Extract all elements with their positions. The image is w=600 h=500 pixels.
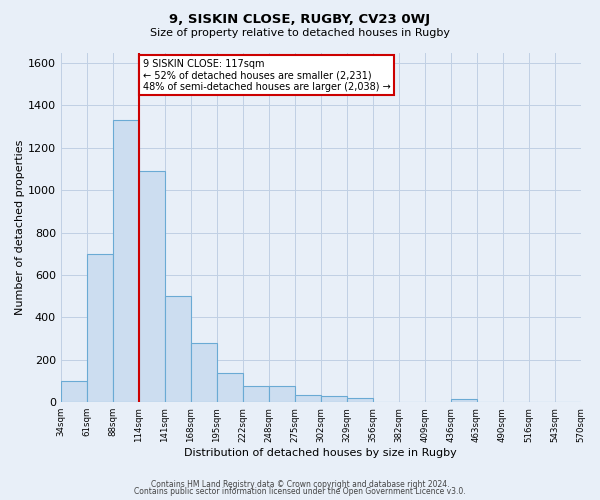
- Bar: [191, 343, 217, 402]
- Bar: [61, 381, 87, 402]
- Bar: [87, 254, 113, 402]
- Bar: [113, 120, 139, 402]
- Text: Size of property relative to detached houses in Rugby: Size of property relative to detached ho…: [150, 28, 450, 38]
- Bar: [242, 386, 269, 402]
- Bar: [139, 171, 165, 402]
- Bar: [320, 396, 347, 402]
- Bar: [165, 296, 191, 402]
- Bar: [217, 372, 242, 402]
- Text: 9, SISKIN CLOSE, RUGBY, CV23 0WJ: 9, SISKIN CLOSE, RUGBY, CV23 0WJ: [169, 12, 431, 26]
- X-axis label: Distribution of detached houses by size in Rugby: Distribution of detached houses by size …: [184, 448, 457, 458]
- Text: Contains HM Land Registry data © Crown copyright and database right 2024.: Contains HM Land Registry data © Crown c…: [151, 480, 449, 489]
- Text: Contains public sector information licensed under the Open Government Licence v3: Contains public sector information licen…: [134, 488, 466, 496]
- Y-axis label: Number of detached properties: Number of detached properties: [15, 140, 25, 315]
- Text: 9 SISKIN CLOSE: 117sqm
← 52% of detached houses are smaller (2,231)
48% of semi-: 9 SISKIN CLOSE: 117sqm ← 52% of detached…: [143, 59, 391, 92]
- Bar: [451, 399, 476, 402]
- Bar: [347, 398, 373, 402]
- Bar: [269, 386, 295, 402]
- Bar: [295, 395, 320, 402]
